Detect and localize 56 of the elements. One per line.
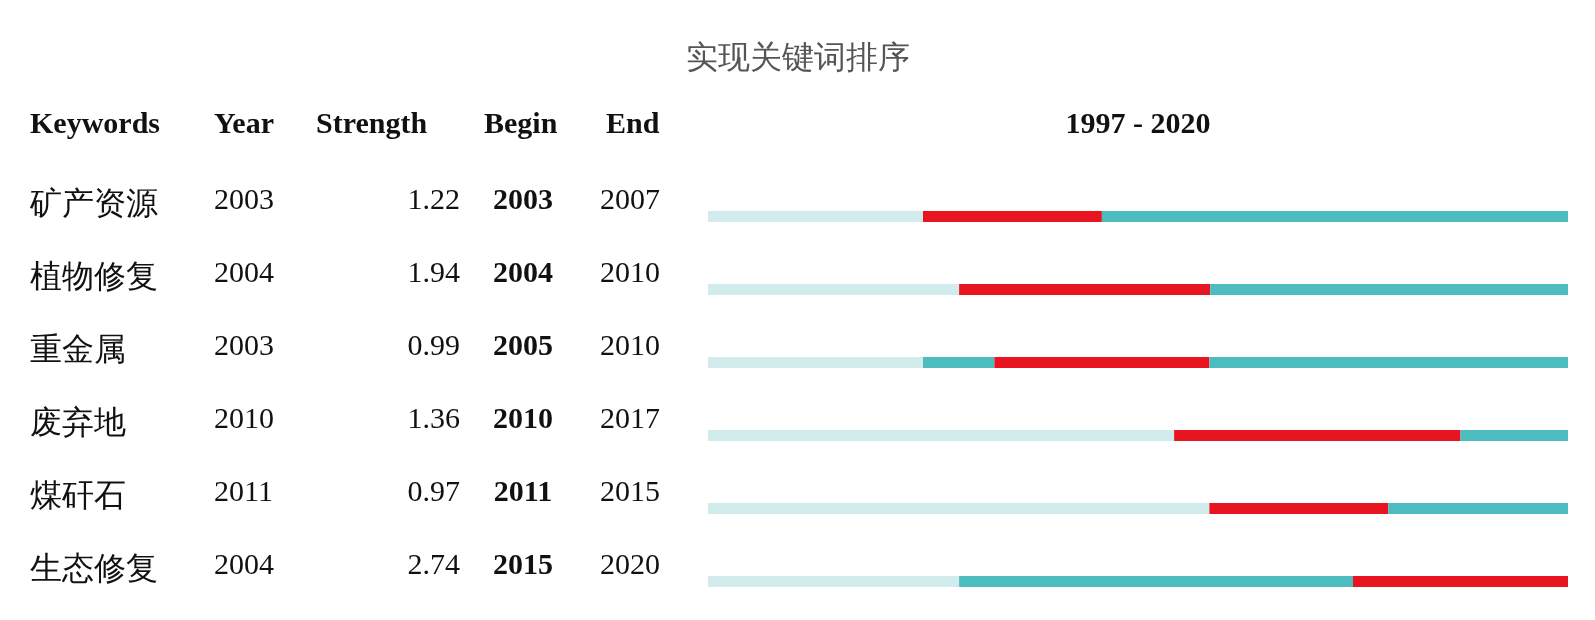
bar bbox=[959, 284, 1211, 295]
bar bbox=[708, 503, 1210, 514]
bar bbox=[923, 211, 1102, 222]
bar bbox=[1209, 357, 1568, 368]
text: Keywords bbox=[30, 106, 160, 140]
text: 1.94 bbox=[406, 255, 460, 289]
text: 2017 bbox=[600, 401, 661, 435]
text: 2015 bbox=[600, 474, 661, 508]
bar bbox=[923, 357, 995, 368]
text: 2004 bbox=[492, 255, 554, 289]
text: 2003 bbox=[214, 182, 275, 216]
bar bbox=[959, 576, 1353, 587]
text: 2011 bbox=[492, 474, 554, 508]
text: 1997 - 2020 bbox=[1064, 106, 1212, 140]
bar bbox=[1174, 430, 1461, 441]
text: 0.97 bbox=[406, 474, 460, 508]
y-tick-label: 煤矸石 bbox=[30, 476, 126, 515]
text: 2.74 bbox=[406, 547, 460, 581]
bar bbox=[708, 576, 960, 587]
text: 2010 bbox=[600, 328, 661, 362]
y-tick-label: 生态修复 bbox=[30, 549, 158, 588]
y-tick-label: 植物修复 bbox=[30, 257, 158, 296]
bar bbox=[708, 211, 923, 222]
text: Year bbox=[214, 106, 274, 140]
bar bbox=[708, 284, 960, 295]
text: 0.99 bbox=[406, 328, 460, 362]
text: 2007 bbox=[600, 182, 661, 216]
bar bbox=[1209, 503, 1389, 514]
y-tick-label: 矿产资源 bbox=[30, 184, 158, 223]
text: 2010 bbox=[492, 401, 554, 435]
text: 2020 bbox=[600, 547, 661, 581]
chart-title: 实现关键词排序 bbox=[684, 37, 911, 78]
text: 2005 bbox=[492, 328, 554, 362]
bar bbox=[1388, 503, 1568, 514]
y-tick-label: 废弃地 bbox=[30, 403, 126, 442]
bar bbox=[1101, 211, 1568, 222]
text: 1.22 bbox=[406, 182, 460, 216]
bar bbox=[1353, 576, 1568, 587]
text: 2003 bbox=[492, 182, 554, 216]
bar bbox=[994, 357, 1210, 368]
text: 2010 bbox=[600, 255, 661, 289]
text: Begin bbox=[484, 106, 558, 140]
text: Strength bbox=[316, 106, 428, 140]
bar bbox=[1460, 430, 1568, 441]
bar bbox=[708, 430, 1175, 441]
bar bbox=[708, 357, 923, 368]
text: 2003 bbox=[214, 328, 275, 362]
text: 2011 bbox=[214, 474, 274, 508]
text: 2015 bbox=[492, 547, 554, 581]
text: 2010 bbox=[214, 401, 275, 435]
text: End bbox=[606, 106, 660, 140]
y-tick-label: 重金属 bbox=[30, 330, 126, 369]
bar bbox=[1210, 284, 1568, 295]
text: 2004 bbox=[214, 547, 275, 581]
text: 1.36 bbox=[406, 401, 460, 435]
text: 2004 bbox=[214, 255, 275, 289]
